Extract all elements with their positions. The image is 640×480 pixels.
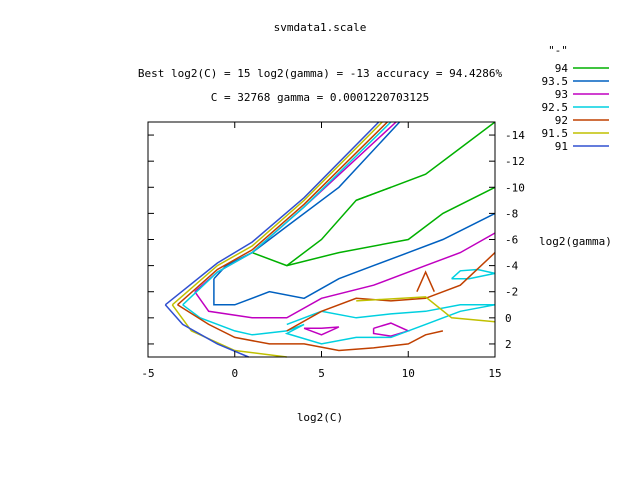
- legend-label: 94: [555, 62, 569, 75]
- x-tick-label: -5: [141, 367, 154, 380]
- contour-92_5-line-3: [451, 268, 496, 280]
- contour-92-line-0: [177, 121, 388, 306]
- y-tick-label: -8: [505, 207, 518, 220]
- x-axis-label: log2(C): [297, 411, 343, 424]
- y-tick-label: -2: [505, 286, 518, 299]
- y-tick-label: -12: [505, 155, 525, 168]
- chart-subtitle-c-gamma: C = 32768 gamma = 0.0001220703125: [211, 91, 430, 104]
- x-tick-label: 5: [318, 367, 325, 380]
- contour-94-line-1: [286, 186, 496, 267]
- contour-93-line-3: [372, 322, 411, 337]
- legend-title: "-": [548, 44, 568, 57]
- contour-92-line-2: [286, 252, 496, 332]
- contour-lines: [164, 121, 496, 358]
- y-tick-label: -6: [505, 234, 518, 247]
- contour-92_5-line-2: [286, 304, 495, 326]
- legend-label: 93: [555, 88, 568, 101]
- y-tick-label: 2: [505, 338, 512, 351]
- contour-93-line-2: [303, 326, 340, 336]
- contour-92_5-line-1: [182, 304, 496, 345]
- contour-91-line-1: [164, 304, 249, 358]
- legend-label: 92: [555, 114, 568, 127]
- contour-91-line-0: [164, 121, 380, 306]
- contour-91_5-line-0: [171, 121, 383, 306]
- contour-91_5-line-2: [356, 296, 496, 323]
- y-tick-label: -10: [505, 181, 525, 194]
- y-tick-label: -14: [505, 129, 525, 142]
- chart-subtitle-best-params: Best log2(C) = 15 log2(gamma) = -13 accu…: [138, 67, 503, 80]
- legend-label: 91.5: [542, 127, 569, 140]
- x-tick-label: 10: [402, 367, 415, 380]
- chart-title: svmdata1.scale: [274, 21, 367, 34]
- x-axis-ticks: -5 0 5 10 15: [141, 122, 502, 380]
- y-axis-ticks: -14 -12 -10 -8 -6 -4 -2 0 2: [148, 129, 525, 351]
- y-tick-label: 0: [505, 312, 512, 325]
- contour-92-line-3: [416, 270, 435, 293]
- y-axis-label: log2(gamma): [539, 235, 612, 248]
- contour-93-line-1: [194, 232, 496, 319]
- contour-92-line-1: [177, 304, 444, 352]
- legend-label: 92.5: [542, 101, 569, 114]
- contour-92_5-line-0: [182, 121, 392, 306]
- x-tick-label: 15: [488, 367, 501, 380]
- y-tick-label: -4: [505, 260, 519, 273]
- x-tick-label: 0: [231, 367, 238, 380]
- contour-94-line-2: [355, 186, 392, 202]
- contour-93_5-line-1: [213, 212, 496, 306]
- legend-label: 93.5: [542, 75, 569, 88]
- legend-label: 91: [555, 140, 568, 153]
